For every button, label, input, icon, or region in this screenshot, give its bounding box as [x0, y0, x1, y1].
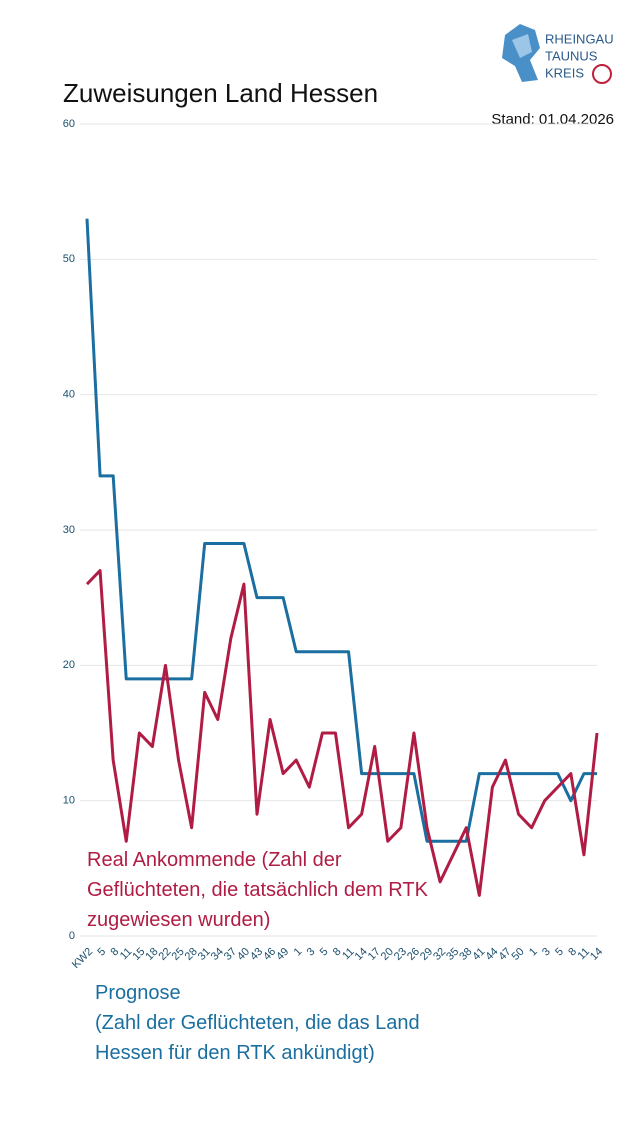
legend-entry: Real Ankommende (Zahl der Geflüchteten, … [87, 849, 434, 931]
x-tick-label: 5 [553, 946, 566, 959]
y-tick-label: 30 [63, 524, 75, 536]
x-tick-label: 5 [95, 946, 108, 959]
x-tick-label: 50 [510, 946, 527, 963]
data-line [85, 569, 599, 897]
x-tick-label: 1 [292, 946, 305, 959]
y-tick-label: 10 [63, 795, 75, 807]
y-tick-label: 60 [63, 118, 75, 130]
x-tick-label: KW2 [70, 946, 95, 971]
x-tick-label: 3 [305, 946, 318, 959]
x-tick-label: 1 [527, 946, 540, 959]
x-tick-label: 5 [318, 946, 331, 959]
y-tick-label: 40 [63, 389, 75, 401]
subtitle: Stand: 01.04.2026 [491, 111, 614, 128]
logo-text: RHEINGAU [545, 31, 614, 46]
y-tick-label: 0 [69, 930, 75, 942]
chart-title: Zuweisungen Land Hessen [63, 78, 378, 108]
logo-wheel [592, 64, 612, 84]
x-tick-label: 3 [540, 946, 553, 959]
logo: RHEINGAU TAUNUS KREIS [502, 24, 614, 84]
y-tick-label: 50 [63, 253, 75, 265]
data-line [85, 218, 597, 843]
y-tick-label: 20 [63, 659, 75, 671]
x-tick-label: 49 [274, 946, 291, 963]
logo-emblem [512, 34, 532, 58]
legend-entry: Prognose (Zahl der Geflüchteten, die das… [95, 982, 420, 1064]
logo-text: TAUNUS [545, 48, 598, 63]
x-tick-label: 14 [588, 946, 605, 963]
logo-text: KREIS [545, 65, 584, 80]
